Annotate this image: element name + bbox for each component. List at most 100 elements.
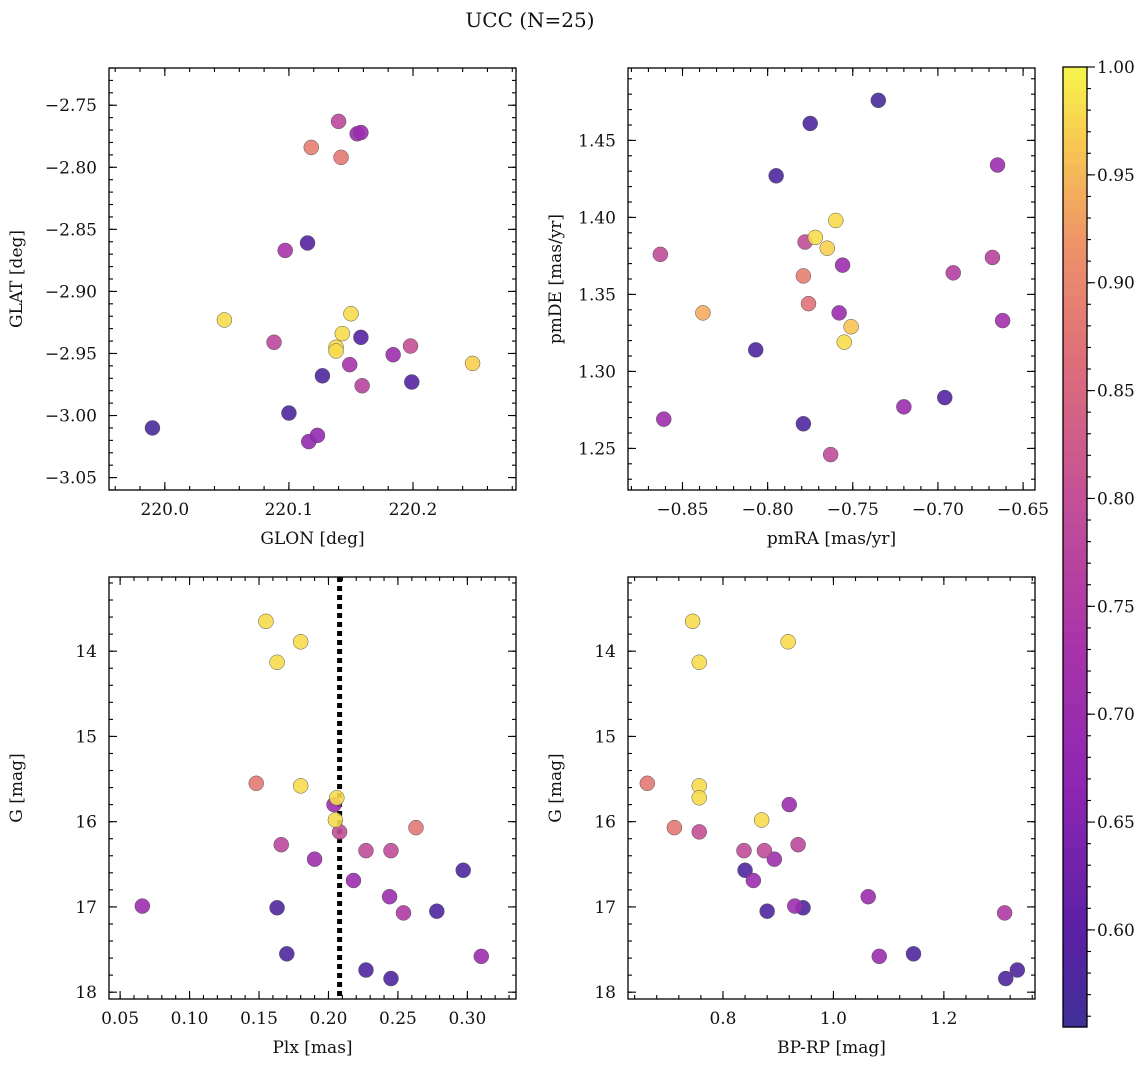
data-point (666, 819, 683, 836)
data-point (248, 775, 264, 792)
data-point (258, 613, 274, 630)
data-point (766, 851, 783, 867)
y-tick-label: 15 (75, 727, 97, 747)
colorbar-segment (1063, 931, 1087, 944)
y-tick-label: 17 (75, 898, 97, 918)
data-point (836, 334, 853, 350)
x-axis-label: GLON [deg] (260, 529, 364, 549)
colorbar-segment (1063, 619, 1087, 632)
colorbar-segment (1063, 319, 1087, 332)
x-tick-label: 0.25 (379, 1009, 417, 1029)
colorbar-segment (1063, 199, 1087, 212)
colorbar-tick-label: 1.00 (1097, 58, 1135, 78)
data-point (455, 862, 471, 879)
colorbar-segment (1063, 643, 1087, 656)
y-tick-label: 18 (75, 983, 97, 1003)
colorbar-segment (1063, 895, 1087, 908)
colorbar-tick-label: 0.95 (1097, 166, 1135, 186)
colorbar-segment (1063, 1003, 1087, 1016)
data-point (292, 634, 309, 650)
data-point (281, 405, 297, 421)
x-tick-label: 0.05 (101, 1009, 139, 1029)
colorbar-segment (1063, 763, 1087, 776)
colorbar-segment (1063, 679, 1087, 692)
colorbar-segment (1063, 907, 1087, 920)
colorbar-segment (1063, 235, 1087, 248)
data-point (795, 416, 812, 432)
x-tick-label: −0.75 (827, 500, 879, 520)
x-axis-label: BP-RP [mag] (777, 1038, 886, 1058)
colorbar-segment (1063, 847, 1087, 860)
data-point (819, 240, 835, 256)
colorbar-segment (1063, 211, 1087, 224)
colorbar-segment (1063, 451, 1087, 464)
data-point (984, 249, 1001, 266)
data-point (1009, 962, 1026, 978)
colorbar-tick-label: 0.60 (1097, 921, 1135, 941)
data-point (871, 948, 888, 965)
colorbar-segment (1063, 571, 1087, 584)
data-point (684, 613, 701, 630)
y-tick-label: −2.85 (45, 220, 97, 240)
colorbar-segment (1063, 691, 1087, 704)
colorbar-segment (1063, 739, 1087, 752)
data-point (473, 948, 490, 965)
colorbar-segment (1063, 283, 1087, 296)
colorbar-segment (1063, 307, 1087, 320)
colorbar-segment (1063, 511, 1087, 524)
y-tick-label: 1.40 (578, 208, 616, 228)
colorbar-segment (1063, 79, 1087, 92)
data-point (834, 257, 851, 273)
y-tick-label: −2.90 (45, 282, 97, 302)
data-point (385, 346, 401, 363)
y-tick-label: −2.80 (45, 158, 97, 178)
colorbar-segment (1063, 499, 1087, 512)
data-point (997, 970, 1014, 987)
y-tick-label: 17 (594, 898, 616, 918)
x-tick-label: 0.15 (240, 1009, 278, 1029)
x-tick-label: −0.70 (912, 500, 964, 520)
data-point (996, 905, 1013, 921)
data-point (945, 265, 962, 281)
y-tick-label: 15 (594, 727, 616, 747)
colorbar-segment (1063, 967, 1087, 980)
data-point (354, 377, 370, 394)
colorbar-segment (1063, 751, 1087, 764)
colorbar-segment (1063, 535, 1087, 548)
x-tick-label: 1.2 (930, 1009, 957, 1029)
data-point (358, 962, 374, 978)
colorbar-segment (1063, 787, 1087, 800)
x-tick-label: −0.80 (742, 500, 794, 520)
colorbar-segment (1063, 955, 1087, 968)
colorbar-segment (1063, 247, 1087, 260)
colorbar-segment (1063, 391, 1087, 404)
data-point (756, 842, 773, 859)
colorbar-segment (1063, 799, 1087, 812)
data-point (395, 905, 412, 921)
colorbar-segment (1063, 811, 1087, 824)
data-point (303, 139, 320, 156)
colorbar-segment (1063, 343, 1087, 356)
data-point (292, 778, 309, 794)
data-point (327, 812, 344, 828)
data-point (768, 168, 784, 184)
data-point (279, 946, 295, 962)
data-point (314, 368, 331, 384)
colorbar-segment (1063, 559, 1087, 572)
data-point (737, 862, 753, 879)
colorbar-segment (1063, 595, 1087, 608)
y-tick-label: 1.25 (578, 439, 616, 459)
data-point (402, 338, 419, 354)
y-tick-label: 18 (594, 983, 616, 1003)
data-point (781, 796, 798, 813)
y-axis-label: pmDE [mas/yr] (546, 214, 566, 344)
data-point (691, 790, 707, 806)
plot-frame (627, 576, 1036, 1000)
colorbar-segment (1063, 115, 1087, 128)
colorbar-segment (1063, 295, 1087, 308)
y-tick-label: 1.30 (578, 362, 616, 382)
data-point (745, 872, 762, 889)
data-point (759, 903, 775, 919)
data-point (329, 790, 345, 806)
